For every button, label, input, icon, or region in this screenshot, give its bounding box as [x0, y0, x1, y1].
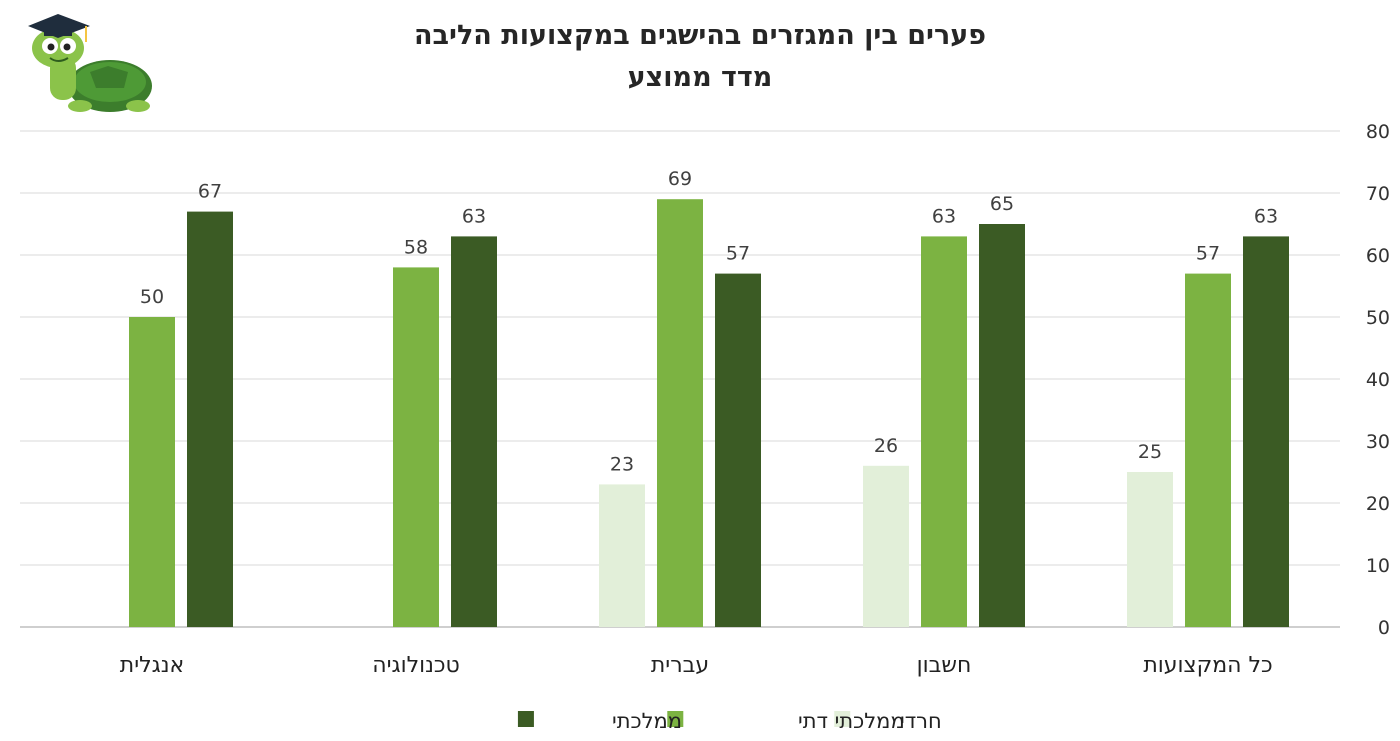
y-tick-label: 60 [1366, 245, 1390, 267]
data-label: 23 [610, 453, 634, 475]
bar [129, 317, 175, 627]
legend-label: ממלכתי [612, 709, 682, 733]
bar [187, 211, 233, 627]
data-label: 69 [668, 168, 692, 190]
y-tick-label: 30 [1366, 431, 1390, 453]
bar [979, 224, 1025, 627]
x-category-label: חשבון [917, 653, 972, 678]
y-tick-label: 0 [1378, 617, 1390, 639]
legend-label: חרדי [900, 709, 942, 733]
y-tick-label: 70 [1366, 183, 1390, 205]
data-label: 58 [404, 236, 428, 258]
y-tick-label: 20 [1366, 493, 1390, 515]
legend-label: ממלכתי דתי [798, 709, 905, 733]
bar [451, 236, 497, 627]
bar [599, 484, 645, 627]
x-category-label: טכנולוגיה [372, 653, 460, 678]
y-tick-label: 40 [1366, 369, 1390, 391]
y-tick-label: 80 [1366, 121, 1390, 143]
data-label: 63 [462, 205, 486, 227]
x-category-label: עברית [651, 653, 709, 678]
x-category-label: אנגלית [120, 653, 184, 678]
turtle-graduate-icon [28, 14, 152, 112]
data-label: 65 [990, 193, 1014, 215]
legend-swatch [667, 711, 684, 727]
bar [863, 465, 909, 627]
chart-title: פערים בין המגזרים בהישגים במקצועות הליבה [414, 20, 986, 51]
bar [921, 236, 967, 627]
data-label: 50 [140, 286, 164, 308]
data-label: 57 [726, 243, 750, 265]
bar [657, 199, 703, 627]
bar [715, 273, 761, 627]
bar [1243, 236, 1289, 627]
data-label: 57 [1196, 243, 1220, 265]
bar [393, 267, 439, 627]
x-category-label: כל המקצועות [1143, 653, 1272, 678]
y-tick-label: 50 [1366, 307, 1390, 329]
data-label: 25 [1138, 441, 1162, 463]
data-label: 26 [874, 435, 898, 457]
data-label: 63 [932, 205, 956, 227]
legend-swatch [517, 711, 534, 727]
bar [1127, 472, 1173, 627]
data-label: 63 [1254, 205, 1278, 227]
legend-swatch [834, 711, 851, 727]
chart-subtitle: מדד ממוצע [627, 62, 773, 93]
bar [1185, 273, 1231, 627]
y-tick-label: 10 [1366, 555, 1390, 577]
data-label: 67 [198, 181, 222, 203]
